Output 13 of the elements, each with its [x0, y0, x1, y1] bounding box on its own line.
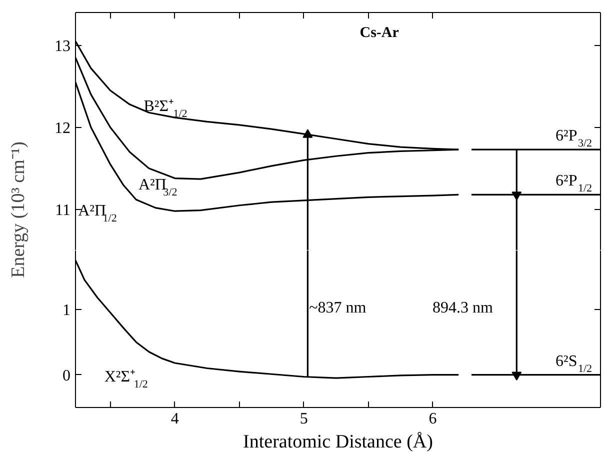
x-axis-title: Interatomic Distance (Å)	[243, 432, 433, 452]
y-tick-label: 13	[54, 38, 70, 55]
y-tick-label: 1	[62, 302, 70, 319]
y-tick-label: 0	[62, 367, 70, 384]
text: Cs-Ar	[360, 25, 400, 42]
annotation: 894.3 nm	[432, 299, 494, 316]
y-tick-label: 11	[55, 202, 70, 219]
annotation: ~837 nm	[309, 299, 367, 316]
y-axis-title: Energy (10³ cm⁻¹)	[8, 142, 29, 278]
x-tick-label: 5	[300, 410, 308, 428]
x-tick-label: 4	[170, 410, 179, 428]
y-tick-label: 12	[54, 120, 70, 137]
x-tick-label: 6	[428, 410, 437, 428]
